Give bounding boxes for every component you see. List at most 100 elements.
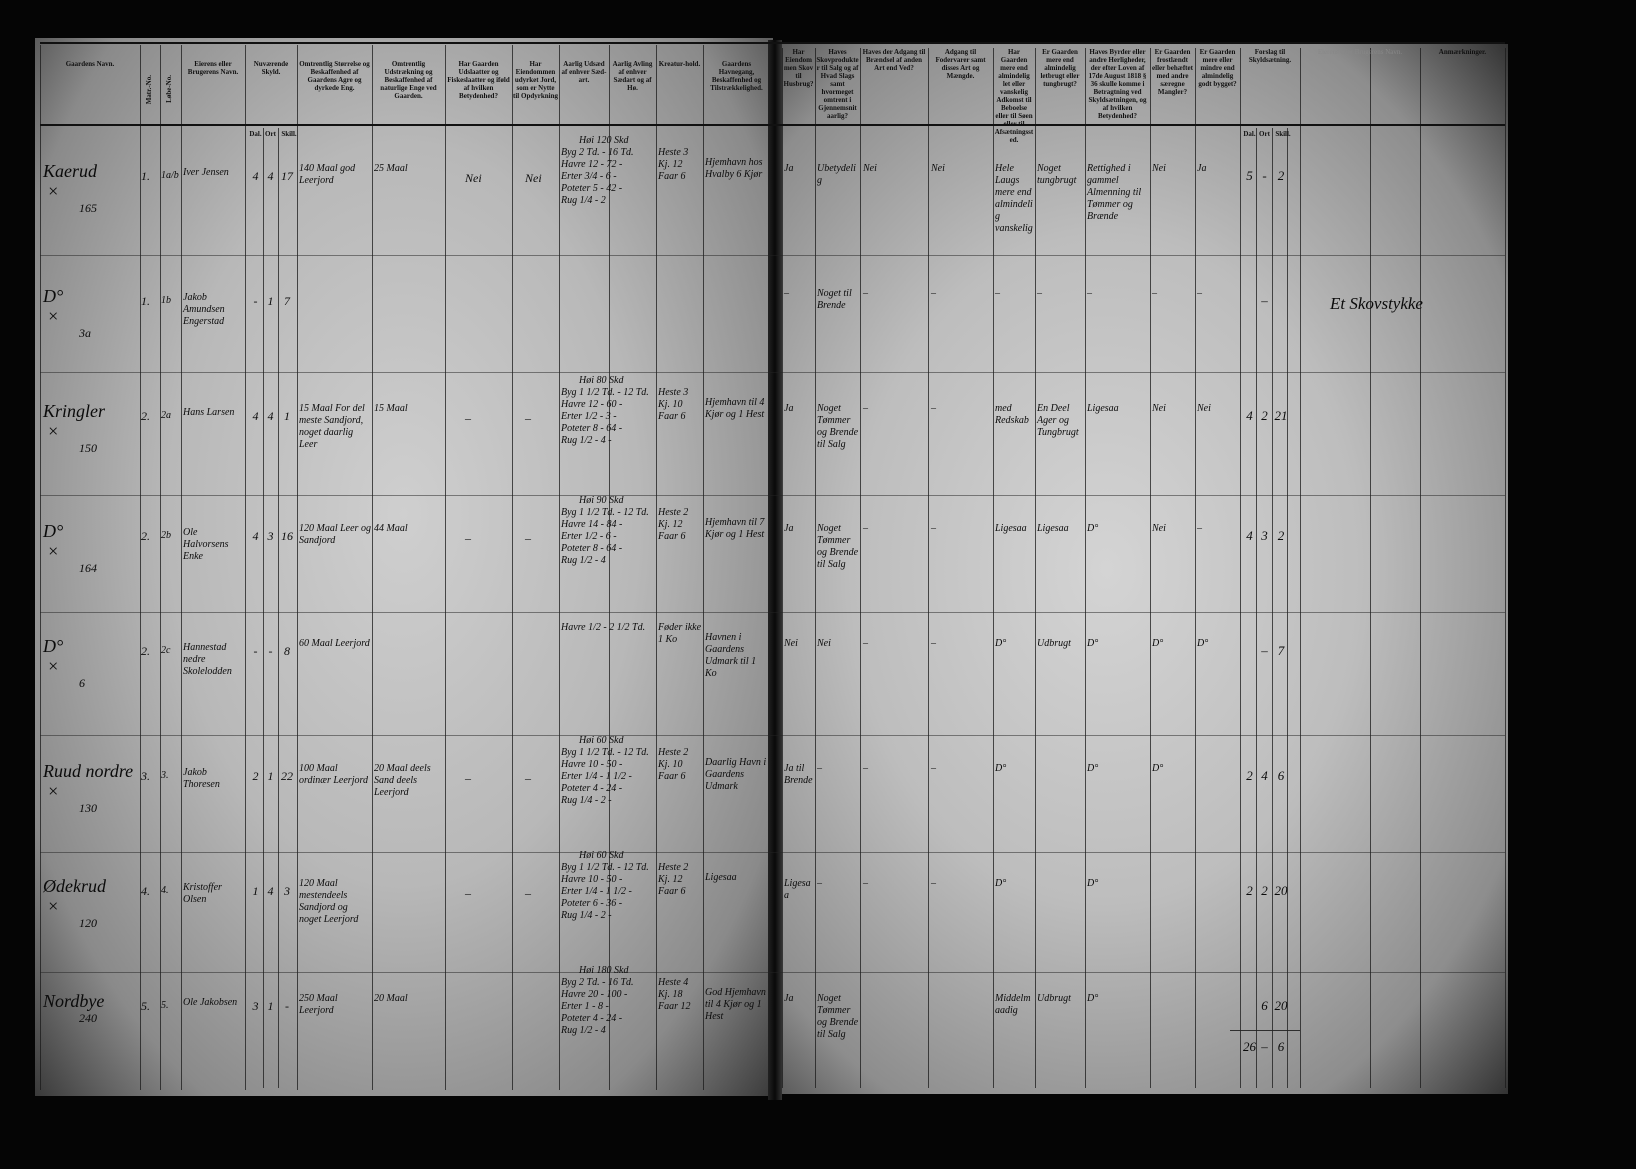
- farm-name: Ruud nordre: [43, 761, 134, 781]
- forslag-value: 2: [1246, 768, 1253, 783]
- header-skyld: Nuværende Skyld.: [253, 60, 289, 76]
- crop-line: Byg 2 Td. - 16 Td.: [561, 147, 634, 158]
- crop-line: Rug 1/2 - 4: [561, 1025, 606, 1036]
- answer-q8: Udbrugt: [1037, 638, 1071, 649]
- answer-q10: Nei: [1152, 523, 1166, 534]
- row-separator: [40, 612, 1505, 613]
- header-owner: Eierens eller Brugerens Navn.: [187, 60, 239, 76]
- farm-name: Ødekrud: [43, 876, 106, 896]
- answer-q3: Ja: [784, 403, 794, 414]
- header-q5: Haves der Adgang til Brændsel af anden A…: [862, 48, 926, 72]
- answer-q9: D°: [1087, 993, 1099, 1004]
- answer-q11: Ja: [1197, 163, 1207, 174]
- answer-q9: D°: [1087, 638, 1099, 649]
- owner-name: Kristoffer Olsen: [183, 882, 222, 905]
- skyld-value: 1: [267, 294, 274, 308]
- outfield-answer: –: [465, 531, 471, 545]
- header-lobe: Løbe-No.: [165, 75, 173, 103]
- column-line: [815, 48, 816, 1088]
- field-area: 100 Maal ordinær Leerjord: [299, 763, 368, 786]
- livestock-block: Heste 3 Kj. 10 Faar 6: [658, 387, 702, 423]
- pasture-text: Hjemhavn hos Hvalby 6 Kjør: [705, 157, 763, 180]
- meadow-area: 44 Maal: [374, 523, 408, 534]
- answer-q9: D°: [1087, 878, 1099, 889]
- skyld-value: 4: [252, 169, 259, 183]
- matrikkel-number: 4.: [141, 884, 150, 898]
- livestock-block: Føder ikke 1 Ko: [658, 622, 702, 646]
- crop-line: Byg 1 1/2 Td. - 12 Td.: [561, 862, 649, 873]
- crop-line: Byg 1 1/2 Td. - 12 Td.: [561, 507, 649, 518]
- answer-q11: –: [1197, 288, 1202, 299]
- farm-number: 150: [79, 441, 97, 455]
- answer-q8: Noget tungbrugt: [1037, 163, 1077, 186]
- owner-name: Jakob Amundsen Engerstad: [183, 292, 225, 327]
- answer-q11: D°: [1197, 638, 1209, 649]
- check-mark: ×: [47, 541, 60, 561]
- farm-name-block: Kringler × 150: [43, 401, 138, 455]
- lobe-number: 2a: [161, 410, 171, 421]
- livestock-line: Faar 6: [658, 886, 686, 897]
- forslag-value: 6: [1277, 768, 1285, 783]
- skyld-value: 1: [252, 884, 259, 898]
- meadow-area: 15 Maal: [374, 403, 408, 414]
- skyld-value: 3: [284, 884, 290, 898]
- pasture-text: Daarlig Havn i Gaardens Udmark: [705, 757, 767, 792]
- row-separator: [40, 852, 1505, 853]
- answer-q6: –: [931, 763, 936, 774]
- skyld-value: 7: [284, 294, 290, 308]
- owner-name: Iver Jensen: [183, 167, 229, 178]
- answer-q4: Noget til Brende: [817, 288, 852, 311]
- meadow-area: 20 Maal deels Sand deels Leerjord: [374, 763, 431, 798]
- answer-q4: –: [817, 763, 822, 774]
- book-spine: [768, 40, 782, 1100]
- skyld-subheader: Ort: [265, 130, 276, 138]
- livestock-line: Faar 6: [658, 411, 686, 422]
- matrikkel-number: 2.: [141, 644, 150, 658]
- header-q4: Haves Skovprodukter til Salg og af Hvad …: [816, 48, 859, 120]
- forslag-value: 21: [1274, 408, 1288, 423]
- field-area: 60 Maal Leerjord: [299, 638, 370, 649]
- crop-line: Erter 1/4 - 1 1/2 -: [561, 771, 632, 782]
- livestock-line: Heste 2: [658, 507, 689, 518]
- livestock-line: Faar 6: [658, 771, 686, 782]
- hay-yield: Høi 60 Skd: [579, 735, 624, 746]
- answer-q3: Ja: [784, 523, 794, 534]
- subcolumn-line: [1287, 128, 1288, 1088]
- total-rule: [1230, 1030, 1300, 1031]
- crop-line: Havre 1/2 - 2 1/2 Td.: [561, 622, 646, 633]
- livestock-line: Kj. 12: [658, 159, 683, 170]
- column-line: [1035, 48, 1036, 1088]
- farm-number: 120: [79, 916, 97, 930]
- forslag-value: 2: [1261, 883, 1268, 898]
- lobe-number: 1b: [161, 295, 171, 306]
- header-top-rule: [40, 42, 1505, 44]
- answer-q9: –: [1087, 288, 1092, 299]
- row-separator: [40, 372, 1505, 373]
- outfield-answer: Nei: [465, 171, 482, 185]
- answer-q9: D°: [1087, 523, 1099, 534]
- header-forslag: Forslag til Skyldsætning.: [1248, 48, 1292, 64]
- cultivable-answer: –: [525, 886, 531, 900]
- matrikkel-number: 1.: [141, 169, 150, 183]
- crop-line: Rug 1/2 - 4 -: [561, 435, 612, 446]
- skyld-value: 1: [284, 409, 290, 423]
- skyld-value: 1: [267, 769, 274, 783]
- column-line: [40, 45, 41, 1090]
- owner-name: Ole Halvorsens Enke: [183, 527, 229, 562]
- header-area: Omtrentlig Størrelse og Beskaffenhed af …: [299, 60, 370, 92]
- answer-q8: –: [1037, 288, 1042, 299]
- livestock-line: Faar 6: [658, 531, 686, 542]
- answer-q10: Nei: [1152, 163, 1166, 174]
- farm-number: 240: [79, 1011, 97, 1025]
- skyld-value: -: [253, 644, 258, 658]
- answer-q7: D°: [995, 878, 1007, 889]
- crop-line: Havre 10 - 50 -: [561, 874, 623, 885]
- column-line: [770, 45, 771, 1090]
- crop-line: Poteter 8 - 64 -: [561, 423, 623, 434]
- right-page: [778, 44, 1508, 1094]
- answer-q6: –: [931, 878, 936, 889]
- farm-name: D°: [43, 636, 64, 656]
- column-line: [1420, 48, 1421, 1088]
- answer-q5: –: [863, 288, 868, 299]
- livestock-block: Heste 3 Kj. 12 Faar 6: [658, 147, 702, 183]
